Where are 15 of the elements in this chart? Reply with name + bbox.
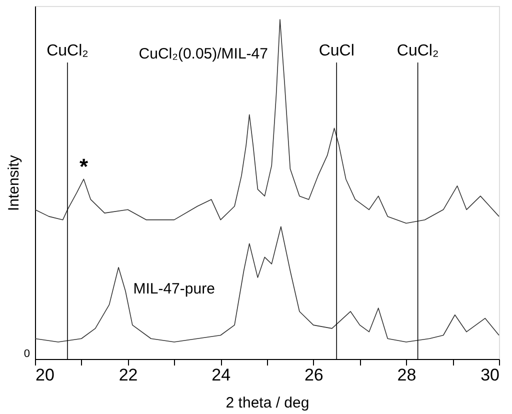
text: 0	[24, 348, 30, 360]
ref-line-label: CuCl₂	[46, 42, 88, 60]
x-tick-label: 26	[304, 366, 324, 384]
x-tick-label: 28	[397, 366, 416, 384]
series-label: CuCl₂(0.05)/MIL-47	[138, 46, 268, 63]
x-tick-label: 22	[118, 366, 138, 384]
ref-line-label: CuCl	[318, 42, 354, 60]
x-tick-label: 24	[212, 366, 231, 384]
annotation: *	[79, 154, 88, 180]
y-axis-title: Intensity	[6, 154, 22, 211]
x-tick-label: 30	[480, 366, 500, 384]
x-tick-label: 20	[36, 366, 54, 384]
x-axis-title: 2 theta / deg	[226, 394, 310, 412]
series-label: MIL-47-pure	[133, 280, 215, 298]
ref-line-label: CuCl₂	[396, 42, 439, 60]
